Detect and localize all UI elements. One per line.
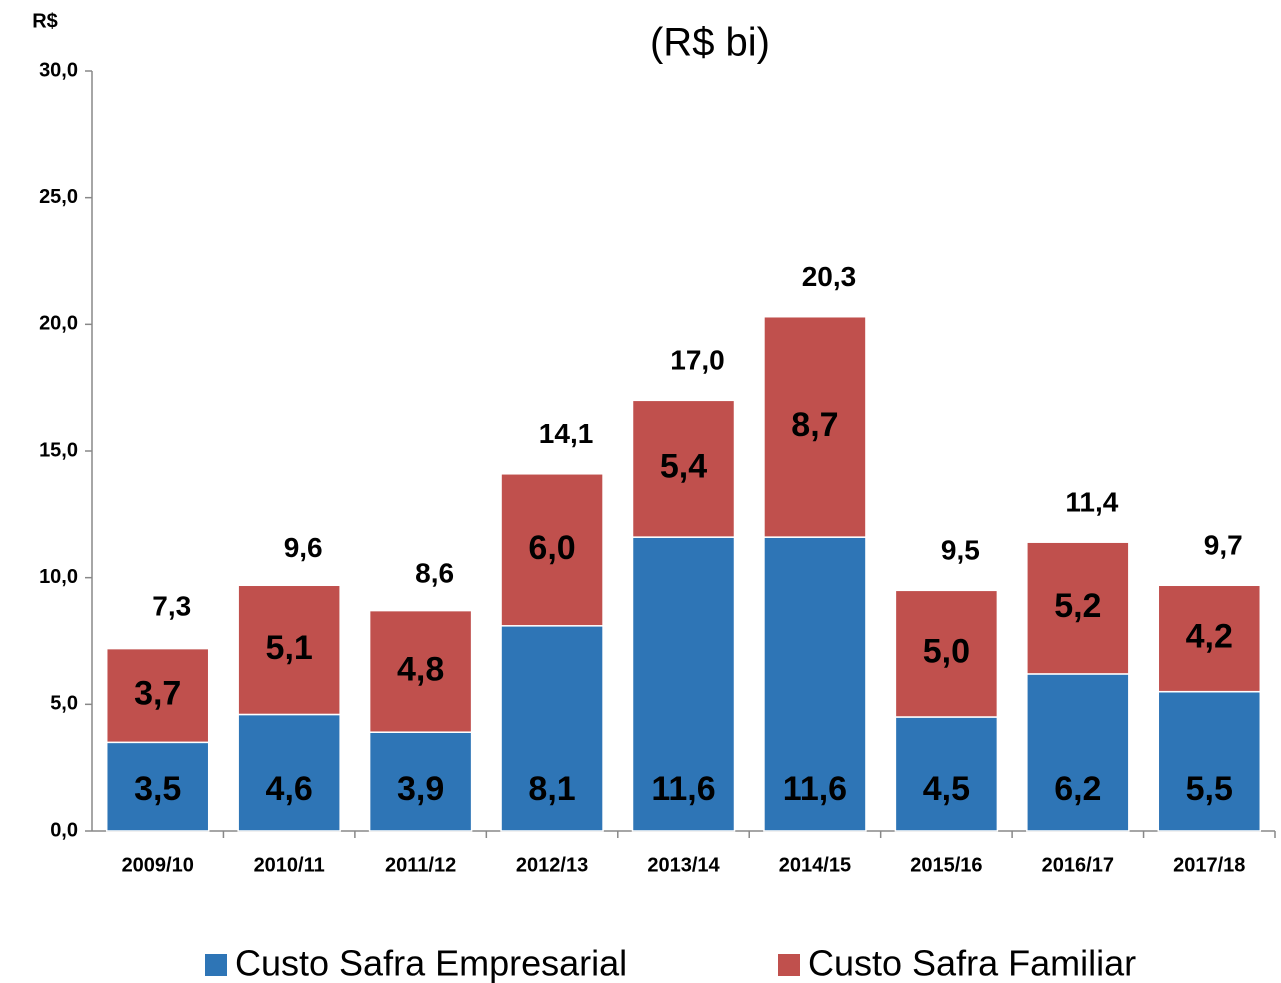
data-label: 3,7: [134, 674, 181, 712]
bar-segment: [500, 625, 604, 832]
data-label: 5,2: [1054, 587, 1101, 625]
total-label: 7,3: [152, 590, 191, 621]
total-label: 8,6: [415, 558, 454, 589]
data-label: 8,1: [528, 770, 575, 808]
y-tick-label: 25,0: [39, 186, 78, 208]
bar-segment: [894, 589, 999, 718]
y-tick-label: 20,0: [39, 313, 78, 335]
bar-segment: [368, 731, 473, 832]
bar-segment: [763, 536, 867, 832]
bar-segment: [894, 716, 999, 832]
total-label: 9,6: [284, 532, 323, 563]
data-label: 4,6: [266, 770, 313, 808]
y-tick-label: 30,0: [39, 59, 78, 81]
bar-segment: [631, 399, 736, 538]
data-label: 3,5: [134, 770, 181, 808]
bar-segment: [237, 584, 341, 716]
data-label: 6,2: [1054, 770, 1101, 808]
x-tick-label: 2014/15: [779, 854, 851, 876]
y-tick-label: 5,0: [50, 693, 78, 715]
bar-segment: [1157, 584, 1262, 693]
data-label: 5,0: [923, 633, 970, 671]
data-label: 11,6: [651, 770, 715, 808]
data-label: 4,8: [397, 650, 444, 688]
data-label: 5,4: [660, 448, 707, 486]
bar-segment: [1026, 673, 1130, 832]
x-tick-label: 2016/17: [1042, 854, 1114, 876]
data-label: 11,6: [783, 770, 847, 808]
total-label: 14,1: [539, 418, 594, 449]
x-tick-label: 2015/16: [910, 854, 982, 876]
data-label: 4,5: [923, 770, 970, 808]
data-label: 6,0: [528, 529, 575, 567]
legend-swatch: [778, 954, 800, 976]
data-label: 5,5: [1186, 770, 1233, 808]
legend-label: Custo Safra Empresarial: [235, 943, 627, 983]
x-tick-label: 2012/13: [516, 854, 588, 876]
bar-segment: [631, 536, 736, 832]
y-axis-label: R$: [32, 10, 58, 32]
data-label: 4,2: [1186, 617, 1233, 655]
bar-segment: [368, 609, 473, 733]
bar-segment: [500, 473, 604, 627]
total-label: 11,4: [1065, 487, 1118, 518]
total-label: 9,5: [941, 535, 980, 566]
bar-segment: [763, 315, 867, 538]
x-tick-label: 2009/10: [122, 854, 194, 876]
y-tick-label: 0,0: [50, 819, 78, 841]
x-tick-label: 2010/11: [254, 854, 325, 876]
data-label: 8,7: [791, 406, 838, 444]
y-tick-label: 15,0: [39, 439, 78, 461]
x-tick-label: 2017/18: [1173, 854, 1245, 876]
data-label: 5,1: [266, 629, 313, 667]
x-tick-label: 2011/12: [385, 854, 456, 876]
bar-segment: [1157, 690, 1262, 832]
y-tick-label: 10,0: [39, 566, 78, 588]
total-label: 9,7: [1204, 530, 1243, 561]
bar-segment: [105, 647, 210, 744]
total-label: 20,3: [802, 261, 857, 292]
bar-segment: [1026, 541, 1130, 675]
bar-segment: [237, 713, 341, 832]
total-label: 17,0: [670, 345, 725, 376]
chart-title: (R$ bi): [650, 21, 770, 65]
legend-label: Custo Safra Familiar: [808, 943, 1136, 983]
data-label: 3,9: [397, 770, 444, 808]
legend-swatch: [205, 954, 227, 976]
x-tick-label: 2013/14: [647, 854, 720, 876]
